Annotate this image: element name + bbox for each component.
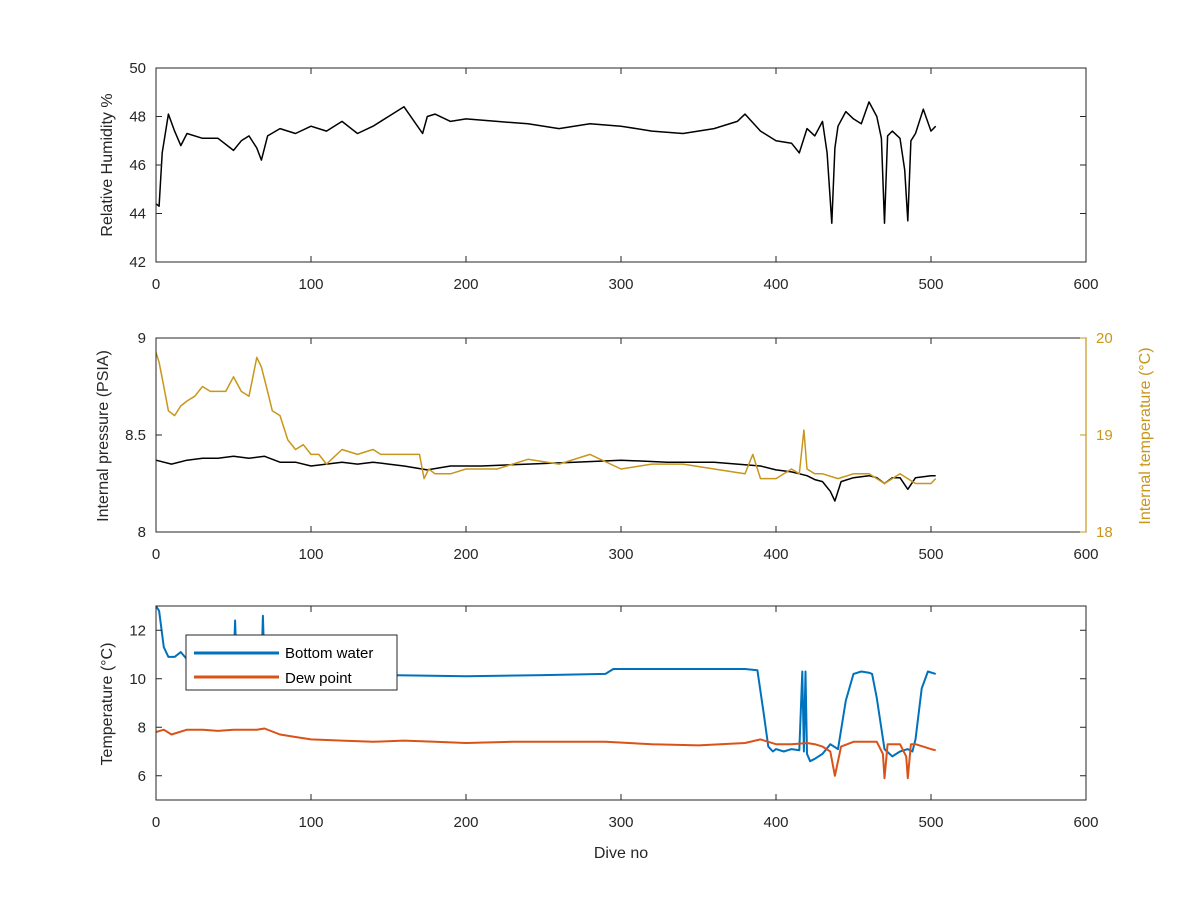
humidity-series-layer (155, 101, 937, 224)
pressure-left-line (155, 455, 936, 502)
x-tick-label: 0 (152, 814, 160, 831)
panel-pressure-temperature: 0 100 200 300 400 500 600 8 8.5 9 18 19 20 Internal … (95, 330, 1154, 563)
panel-temperature: 0 100 200 300 400 500 600 6 8 10 12 Temperature (°… (99, 605, 1099, 862)
temperature-ticks: 0 100 200 300 400 500 600 6 8 10 12 (129, 606, 1099, 831)
pressure-right-line (155, 352, 937, 485)
x-tick-label: 300 (608, 546, 633, 563)
x-tick-label: 600 (1073, 276, 1098, 293)
x-tick-label: 400 (763, 276, 788, 293)
y2-tick-label: 20 (1096, 330, 1113, 347)
x-tick-label: 100 (298, 814, 323, 831)
temperature-y-axis-label: Temperature (°C) (99, 643, 116, 766)
y-tick-label: 8 (138, 524, 146, 541)
x-axis-label: Dive no (594, 845, 648, 862)
legend-box (185, 634, 398, 691)
x-tick-label: 500 (918, 814, 943, 831)
x-tick-label: 600 (1073, 814, 1098, 831)
humidity-ticks: 0 100 200 300 400 500 600 42 44 46 48 50 (129, 60, 1098, 293)
y2-tick-label: 19 (1096, 427, 1113, 444)
pressure-axes-box (155, 337, 1087, 533)
y-tick-label: 50 (129, 60, 146, 77)
y-tick-label: 44 (129, 206, 146, 223)
internal-temperature-y2-axis-label: Internal temperature (°C) (1137, 347, 1154, 524)
humidity-left-line (155, 101, 937, 224)
y-tick-label: 48 (129, 109, 146, 126)
x-tick-label: 200 (453, 814, 478, 831)
x-tick-label: 200 (453, 276, 478, 293)
x-tick-label: 100 (298, 276, 323, 293)
dew-point-line (155, 727, 936, 780)
y-tick-label: 10 (129, 671, 146, 688)
temperature-series-layer (155, 605, 936, 780)
y2-tick-label: 18 (1096, 524, 1113, 541)
x-tick-label: 100 (298, 546, 323, 563)
panel-humidity: 0 100 200 300 400 500 600 42 44 46 48 50 Relative H… (99, 60, 1099, 293)
legend-label-bottom-water: Bottom water (285, 645, 373, 662)
y-tick-label: 46 (129, 157, 146, 174)
legend-label-dew-point: Dew point (285, 670, 353, 687)
y-tick-label: 8 (138, 719, 146, 736)
x-tick-label: 400 (763, 814, 788, 831)
x-tick-label: 600 (1073, 546, 1098, 563)
y-tick-label: 8.5 (125, 427, 146, 444)
x-tick-label: 0 (152, 276, 160, 293)
x-tick-label: 0 (152, 546, 160, 563)
y-tick-label: 12 (129, 622, 146, 639)
x-tick-label: 500 (918, 276, 943, 293)
y-tick-label: 42 (129, 254, 146, 271)
pressure-temperature-series-layer (155, 352, 937, 502)
x-tick-label: 300 (608, 814, 633, 831)
pressure-y-axis-label: Internal pressure (PSIA) (95, 350, 112, 522)
x-tick-label: 500 (918, 546, 943, 563)
x-tick-label: 400 (763, 546, 788, 563)
legend: Bottom water Dew point (185, 634, 398, 691)
x-tick-label: 300 (608, 276, 633, 293)
pressure-temperature-ticks: 0 100 200 300 400 500 600 8 8.5 9 18 19 20 (125, 330, 1113, 563)
x-tick-label: 200 (453, 546, 478, 563)
humidity-axes-box (155, 67, 1087, 263)
y-tick-label: 9 (138, 330, 146, 347)
y-tick-label: 6 (138, 768, 146, 785)
humidity-y-axis-label: Relative Humidity % (99, 93, 116, 236)
